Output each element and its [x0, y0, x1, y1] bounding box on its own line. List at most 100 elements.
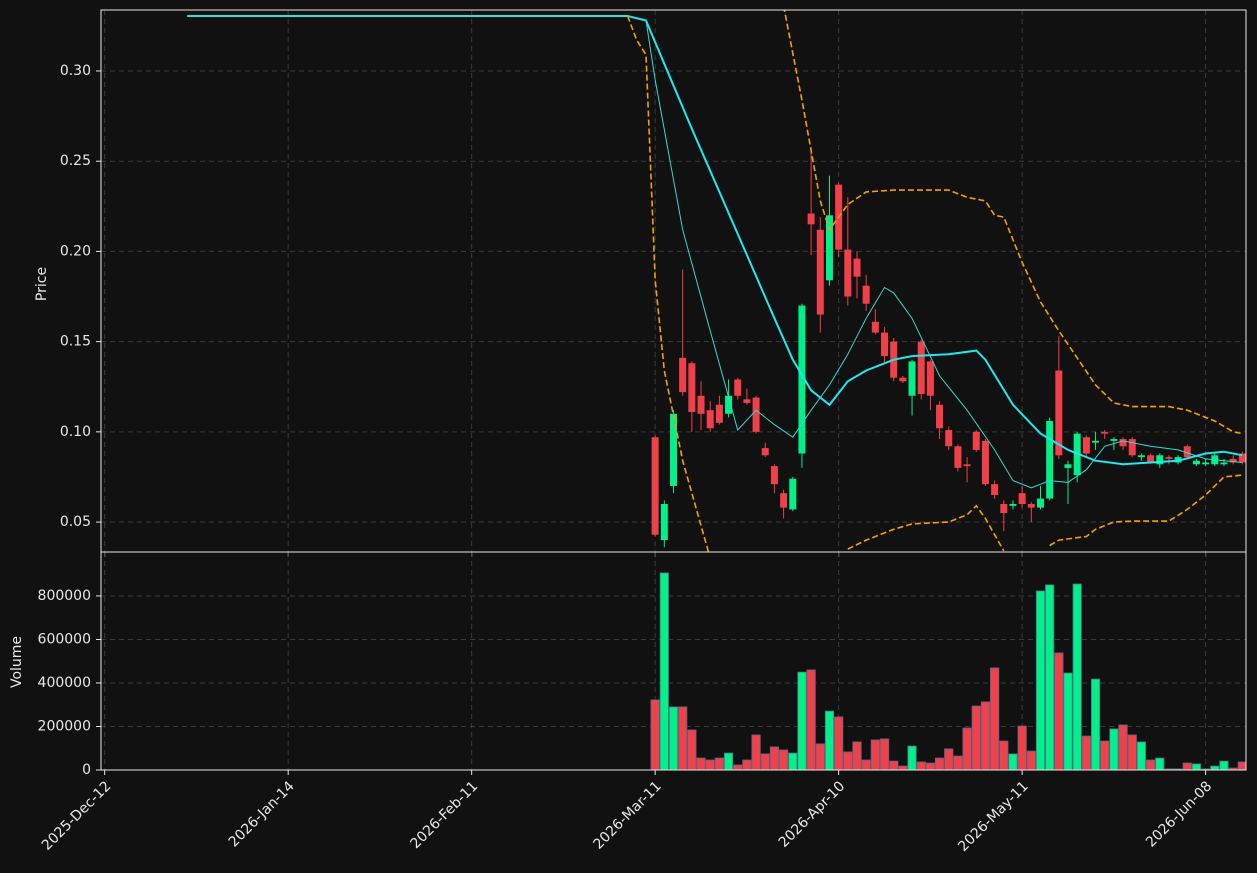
marks [650, 572, 1246, 770]
candle-body [954, 446, 962, 468]
candle-body [789, 478, 797, 510]
candle-body [1202, 462, 1210, 465]
candle-body [1082, 437, 1090, 454]
candle-body [1101, 431, 1109, 434]
volume-bar [907, 745, 917, 770]
volume-bar [843, 751, 853, 770]
volume-bar [953, 755, 963, 770]
volume-bar [824, 710, 835, 770]
price-panel: 0.05 0.10 0.15 0.20 0.25 0.30 [60, 10, 1246, 557]
candle-body [770, 466, 778, 485]
candle-body [1110, 439, 1118, 441]
volume-bar [1237, 761, 1246, 770]
candle-body [743, 399, 751, 403]
volume-bar [659, 572, 669, 770]
candle-body [881, 332, 889, 357]
volume-bar [879, 738, 890, 770]
volume-bar [898, 765, 908, 770]
candle-body [981, 440, 989, 485]
y-tick-label: 0.05 [60, 514, 91, 530]
candle-body [936, 404, 944, 429]
candle-body [1192, 460, 1200, 465]
volume-bar [925, 762, 935, 770]
volume-bar [1035, 590, 1046, 770]
candle-body [844, 249, 852, 297]
candle-body [825, 215, 833, 281]
candle-body [899, 377, 907, 382]
volume-bar [723, 752, 734, 770]
volume-bar [778, 749, 789, 770]
volume-bar [971, 705, 981, 770]
volume-bar [1054, 652, 1064, 770]
volume-bar [870, 739, 880, 770]
candle-body [1137, 455, 1145, 458]
candle-body [862, 285, 870, 304]
candle-body [651, 437, 659, 535]
volume-bar [1127, 734, 1137, 770]
volume-bar [1008, 753, 1018, 770]
price-axis-label: Price [34, 267, 50, 301]
volume-axis-label: Volume [9, 636, 25, 688]
candle-body [752, 397, 760, 432]
marks [187, 10, 1246, 552]
volume-bar [1145, 759, 1156, 770]
volume-bar [1191, 763, 1202, 770]
volume-bar [678, 706, 688, 770]
candle-body [798, 305, 806, 454]
volume-bar [1210, 765, 1220, 770]
indicator-line [783, 10, 1243, 435]
volume-bar [1017, 725, 1027, 770]
candle-body [1165, 457, 1173, 459]
candle-body [871, 321, 879, 333]
candle-body [670, 413, 677, 486]
y-tick-label: 400000 [38, 675, 91, 691]
volume-bar [797, 671, 807, 770]
volume-bar [1026, 750, 1036, 770]
candle-body [734, 379, 742, 396]
y-tick-label: 0.30 [60, 63, 91, 79]
candle-body [688, 363, 696, 412]
candle-body [715, 404, 723, 423]
volume-bar [1090, 678, 1101, 770]
candle-body [1055, 370, 1063, 456]
volume-bar [714, 757, 724, 770]
indicator-line [187, 15, 1243, 489]
candle-body [816, 229, 824, 315]
volume-bar [990, 667, 1000, 770]
candle-body [725, 395, 733, 414]
y-tick-label: 0.10 [60, 424, 91, 440]
candle-body [853, 258, 861, 277]
candle-body [972, 431, 980, 450]
volume-bar [1136, 741, 1147, 770]
volume-bar [1109, 728, 1119, 770]
candle-body [1220, 462, 1228, 465]
y-tick-label: 0 [82, 762, 91, 778]
candle-body [1119, 439, 1127, 447]
volume-bar [742, 759, 752, 770]
volume-bar [788, 752, 798, 770]
volume-frame [100, 551, 1247, 771]
y-tick-label: 800000 [38, 588, 91, 604]
volume-bar [1182, 762, 1192, 770]
candle-body [1147, 455, 1155, 463]
volume-bar [916, 761, 926, 770]
volume-bar [1228, 767, 1238, 770]
volume-bar [1081, 735, 1091, 770]
volume-bar [889, 760, 899, 770]
indicator-line [187, 15, 1243, 466]
candle-body [1156, 455, 1164, 465]
candle-body [926, 361, 934, 396]
volume-bar [760, 753, 770, 770]
volume-bar [999, 740, 1009, 770]
candle-body [1092, 440, 1100, 443]
indicator-line [626, 15, 1243, 552]
volume-bar [1155, 757, 1165, 770]
volume-bar [1100, 740, 1110, 770]
volume-bar [834, 716, 844, 770]
volume-bar [944, 748, 954, 770]
candle-body [1238, 453, 1246, 463]
volume-bar [1072, 583, 1082, 770]
candle-body [1046, 421, 1054, 499]
volume-bar [962, 727, 972, 770]
